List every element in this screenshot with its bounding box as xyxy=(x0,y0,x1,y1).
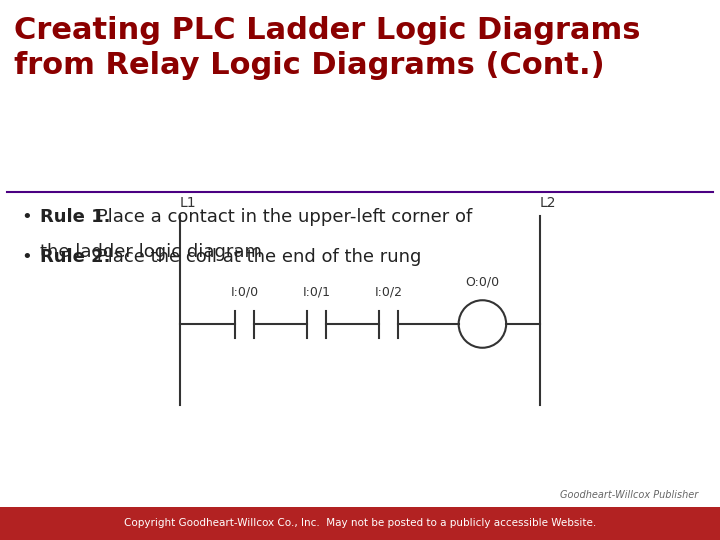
Text: •: • xyxy=(22,248,32,266)
Text: the ladder logic diagram: the ladder logic diagram xyxy=(40,243,261,261)
Bar xyxy=(0,507,720,540)
Text: Place the coil at the end of the rung: Place the coil at the end of the rung xyxy=(91,248,422,266)
Text: L1: L1 xyxy=(180,195,197,210)
Text: Place a contact in the upper-left corner of: Place a contact in the upper-left corner… xyxy=(91,208,473,226)
Text: Rule 1.: Rule 1. xyxy=(40,208,110,226)
Text: I:0/0: I:0/0 xyxy=(230,286,259,299)
Text: Goodheart-Willcox Publisher: Goodheart-Willcox Publisher xyxy=(560,489,698,500)
Text: Creating PLC Ladder Logic Diagrams
from Relay Logic Diagrams (Cont.): Creating PLC Ladder Logic Diagrams from … xyxy=(14,16,641,80)
Text: O:0/0: O:0/0 xyxy=(465,275,500,288)
Text: L2: L2 xyxy=(540,195,557,210)
Text: I:0/1: I:0/1 xyxy=(303,286,330,299)
Text: •: • xyxy=(22,208,32,226)
Text: Rule 2.: Rule 2. xyxy=(40,248,110,266)
Text: Copyright Goodheart-Willcox Co., Inc.  May not be posted to a publicly accessibl: Copyright Goodheart-Willcox Co., Inc. Ma… xyxy=(124,518,596,528)
Text: I:0/2: I:0/2 xyxy=(375,286,402,299)
